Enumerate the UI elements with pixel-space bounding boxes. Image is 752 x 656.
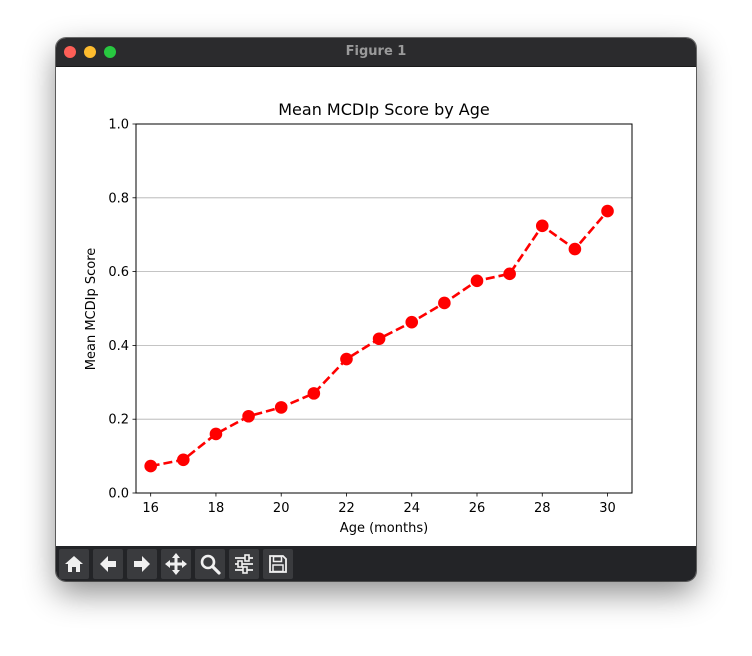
data-point <box>568 242 582 256</box>
data-point <box>438 296 451 310</box>
y-tick-label: 0.0 <box>108 487 129 502</box>
x-tick-label: 20 <box>273 501 290 516</box>
y-axis-label: Mean MCDIp Score <box>84 248 99 370</box>
save-button[interactable] <box>263 549 293 579</box>
data-point <box>601 204 614 218</box>
zoom-button[interactable] <box>195 549 225 579</box>
x-tick-label: 28 <box>534 501 551 516</box>
figure-canvas[interactable]: Mean MCDIp Score by Age 0.0 0.2 0.4 0.6 0.8 1… <box>56 67 696 546</box>
title-bar[interactable]: Figure 1 <box>56 38 696 67</box>
data-point <box>242 409 255 423</box>
floppy-disk-icon <box>269 555 287 573</box>
x-axis-label: Age (months) <box>340 521 428 536</box>
close-window-button[interactable] <box>64 46 76 58</box>
window-title: Figure 1 <box>345 44 407 59</box>
y-tick-label: 0.2 <box>108 413 129 428</box>
maximize-window-button[interactable] <box>104 46 116 58</box>
line-chart: Mean MCDIp Score by Age 0.0 0.2 0.4 0.6 0.8 1… <box>84 100 633 536</box>
minimize-window-button[interactable] <box>84 46 96 58</box>
plot-area-frame <box>135 123 633 494</box>
data-point <box>470 274 484 288</box>
series-layer <box>144 204 614 473</box>
x-tick-label: 30 <box>599 501 616 516</box>
chart-title: Mean MCDIp Score by Age <box>278 100 490 119</box>
x-tick-label: 22 <box>338 501 355 516</box>
x-tick-label: 26 <box>469 501 486 516</box>
back-button[interactable] <box>93 549 123 579</box>
data-point <box>274 401 288 414</box>
data-point <box>535 219 549 233</box>
forward-button[interactable] <box>127 549 157 579</box>
data-point <box>340 352 353 366</box>
y-tick-label: 0.8 <box>108 191 129 206</box>
sliders-icon <box>235 554 253 574</box>
axis-ticks: 0.0 0.2 0.4 0.6 0.8 1.0 16 18 20 22 24 26 28 30 <box>108 118 615 517</box>
home-button[interactable] <box>59 549 89 579</box>
data-point <box>209 427 223 441</box>
data-point <box>177 453 190 467</box>
data-point <box>144 459 157 473</box>
configure-subplots-button[interactable] <box>229 549 259 579</box>
pan-button[interactable] <box>161 549 191 579</box>
data-point <box>405 315 419 329</box>
navigation-toolbar <box>56 546 696 581</box>
home-icon <box>65 556 83 572</box>
y-tick-label: 0.6 <box>108 265 129 280</box>
figure-window: Figure 1 Mean MCDIp Score by Age 0.0 0.2 0… <box>56 38 696 581</box>
arrow-left-icon <box>100 556 116 572</box>
y-tick-label: 0.4 <box>108 339 129 354</box>
arrow-right-icon <box>134 556 150 572</box>
x-tick-label: 18 <box>208 501 225 516</box>
x-tick-label: 16 <box>142 501 159 516</box>
data-point <box>372 332 386 346</box>
data-point <box>307 387 321 400</box>
x-tick-label: 24 <box>403 501 420 516</box>
magnifier-icon <box>200 554 221 575</box>
y-tick-label: 1.0 <box>108 118 129 133</box>
move-icon <box>165 553 187 575</box>
data-point <box>503 267 516 281</box>
